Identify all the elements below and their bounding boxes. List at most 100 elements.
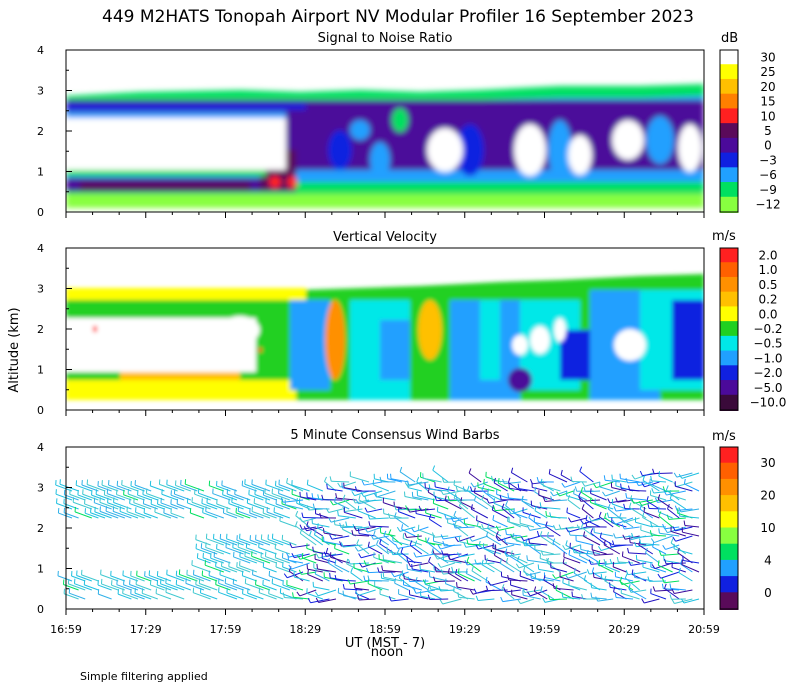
wind-barb-feather xyxy=(614,592,617,598)
wind-barb xyxy=(630,562,647,566)
wind-barb-feather xyxy=(347,579,351,585)
wind-barb xyxy=(367,508,383,513)
wind-barb xyxy=(415,513,436,519)
wind-barb xyxy=(387,551,403,555)
wind-barb xyxy=(403,537,422,546)
wind-barb-feather xyxy=(394,504,397,511)
wind-barb xyxy=(282,584,297,591)
wind-barb xyxy=(568,526,587,533)
wind-barb-feather xyxy=(625,492,628,499)
wind-barb xyxy=(486,535,502,546)
wind-barb xyxy=(365,562,383,566)
wind-barb-feather xyxy=(581,504,585,510)
wind-barb xyxy=(116,584,132,591)
wind-barb xyxy=(369,517,389,520)
wind-barb xyxy=(134,592,152,600)
wind-barb xyxy=(198,492,218,501)
y-tick-label: 4 xyxy=(37,44,44,57)
wind-barb xyxy=(191,501,211,510)
wind-barb-feather xyxy=(301,512,304,518)
wind-barb-feather xyxy=(487,488,490,494)
wind-barb xyxy=(488,499,508,504)
wind-barb-feather xyxy=(453,510,457,516)
wind-barb-feather xyxy=(517,555,520,561)
wind-barb-feather xyxy=(579,466,583,472)
wind-barb xyxy=(646,500,660,510)
wind-barb xyxy=(285,504,304,510)
wind-barb-feather xyxy=(658,471,661,477)
wind-barb-feather xyxy=(628,584,631,590)
wind-barb-feather xyxy=(441,550,444,556)
wind-barb-feather xyxy=(327,557,330,563)
wind-barb xyxy=(272,538,290,546)
wind-barb-feather xyxy=(647,503,650,509)
wind-barb xyxy=(524,544,541,547)
wind-barb-feather xyxy=(612,540,615,546)
wind-barb-feather xyxy=(651,564,656,569)
wind-barb-feather xyxy=(515,563,520,569)
wind-barb xyxy=(546,562,561,573)
wind-barb xyxy=(264,492,284,501)
wind-barb-feather xyxy=(492,543,494,549)
wind-barb-feather xyxy=(487,580,492,586)
colorbar-tick-label: 10 xyxy=(760,521,775,535)
wind-barb xyxy=(99,510,119,519)
wind-barb-feather xyxy=(491,475,493,481)
wind-barb-feather xyxy=(536,476,539,483)
wind-barb-feather xyxy=(663,555,665,561)
wind-barb-feather xyxy=(615,497,619,503)
wind-barb-feather xyxy=(652,468,655,474)
wind-barb xyxy=(160,583,178,591)
wind-barb xyxy=(330,556,350,564)
y-tick-label: 4 xyxy=(37,242,44,255)
wind-barb-feather xyxy=(322,528,325,534)
wind-barb-feather xyxy=(361,480,365,486)
wind-barb-feather xyxy=(428,556,431,562)
colorbar-swatch xyxy=(719,321,739,338)
wind-barb-feather xyxy=(505,500,509,506)
wind-barb-feather xyxy=(311,493,314,499)
wind-barb xyxy=(300,496,317,501)
wind-barb-feather xyxy=(602,491,606,497)
colorbar-swatch xyxy=(719,394,739,412)
wind-barb-feather xyxy=(481,485,485,491)
wind-barb xyxy=(294,553,310,559)
wind-barb xyxy=(625,535,640,540)
wind-barb xyxy=(573,493,588,501)
wind-barb-feather xyxy=(664,583,667,589)
wind-barb-feather xyxy=(540,586,543,592)
wind-barb xyxy=(323,541,343,546)
colorbar-swatch xyxy=(719,167,739,184)
wind-barb xyxy=(478,544,495,550)
wind-barb xyxy=(559,576,574,582)
wind-barb xyxy=(664,526,680,530)
wind-barb-feather xyxy=(403,573,405,579)
wind-barb xyxy=(598,564,614,573)
wind-barb xyxy=(495,508,515,512)
wind-barb-feather xyxy=(474,559,478,565)
wind-barb xyxy=(271,493,290,501)
wind-barb xyxy=(354,587,370,591)
wind-barb xyxy=(485,581,502,591)
wind-barb xyxy=(657,498,673,510)
wind-barb xyxy=(523,594,541,600)
wind-barb xyxy=(459,553,475,558)
wind-barb xyxy=(275,566,290,573)
y-tick-label: 1 xyxy=(37,166,44,179)
wind-barb xyxy=(323,532,343,537)
wind-barb-feather xyxy=(585,515,588,521)
wind-barb-feather xyxy=(395,543,399,549)
wind-barb xyxy=(249,539,264,546)
wind-barb xyxy=(279,520,297,528)
wind-barb-feather xyxy=(364,527,368,533)
wind-barb xyxy=(420,595,436,600)
wind-barb xyxy=(342,499,357,510)
wind-barb xyxy=(473,492,489,501)
x-tick-label: 16:59 xyxy=(50,623,82,636)
wind-barb xyxy=(645,552,660,564)
wind-barb-feather xyxy=(604,561,607,567)
wind-barb xyxy=(213,538,231,546)
colorbar-tick-label: 0.0 xyxy=(758,307,777,321)
wind-barb xyxy=(468,472,482,483)
wind-barb-feather xyxy=(291,553,295,558)
